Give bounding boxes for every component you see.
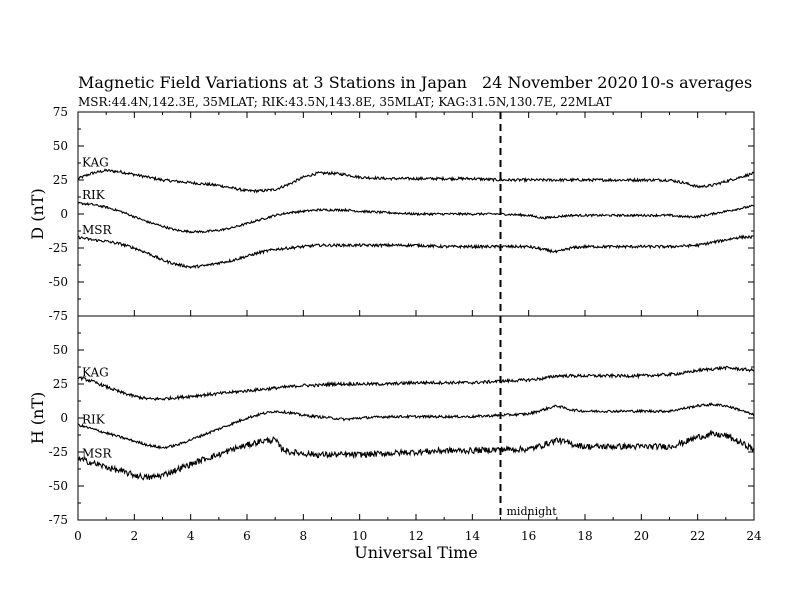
y-tick-label: -50 <box>49 275 68 289</box>
series-label-d-rik: RIK <box>82 188 106 202</box>
x-tick-label: 20 <box>634 529 649 543</box>
chart-title: Magnetic Field Variations at 3 Stations … <box>78 73 467 92</box>
series-line-d-kag <box>77 168 755 194</box>
series-lines <box>77 168 755 481</box>
station-coordinates: MSR:44.4N,142.3E, 35MLAT; RIK:43.5N,143.… <box>78 95 612 109</box>
d-panel-y-label: D (nT) <box>28 188 47 239</box>
series-line-d-msr <box>77 234 755 270</box>
x-tick-label: 2 <box>131 529 139 543</box>
chart-date: 24 November 2020 <box>482 73 638 92</box>
series-label-h-msr: MSR <box>82 447 113 461</box>
y-tick-label: 0 <box>60 411 68 425</box>
series-line-h-msr <box>77 429 755 481</box>
x-tick-label: 16 <box>521 529 536 543</box>
series-label-h-kag: KAG <box>82 365 109 379</box>
y-tick-label: 0 <box>60 207 68 221</box>
axis-ticks: 0 2 4 6 8 10 12 14 16 18 20 22 247550250-25-50-75502… <box>49 105 762 543</box>
series-label-d-msr: MSR <box>82 223 113 237</box>
y-tick-label: -50 <box>49 479 68 493</box>
series-labels: KAG RIK MSR KAG RIK MSR <box>82 156 113 461</box>
y-tick-label: 50 <box>53 343 68 357</box>
x-tick-label: 8 <box>300 529 308 543</box>
midnight-label: midnight <box>507 505 558 518</box>
y-tick-label: -25 <box>49 445 68 459</box>
series-line-h-kag <box>77 365 755 401</box>
x-tick-label: 6 <box>243 529 251 543</box>
x-tick-label: 12 <box>408 529 423 543</box>
x-tick-label: 24 <box>746 529 762 543</box>
x-tick-label: 4 <box>187 529 195 543</box>
series-label-d-kag: KAG <box>82 156 109 170</box>
h-panel-y-label: H (nT) <box>28 392 47 445</box>
x-tick-label: 18 <box>577 529 592 543</box>
y-tick-label: 25 <box>53 377 68 391</box>
series-line-d-rik <box>77 201 755 234</box>
x-tick-label: 0 <box>74 529 82 543</box>
y-tick-label: 50 <box>53 139 68 153</box>
series-label-h-rik: RIK <box>82 413 106 427</box>
y-tick-label: -75 <box>49 513 68 527</box>
y-tick-label: 25 <box>53 173 68 187</box>
chart-averaging: 10-s averages <box>640 73 752 92</box>
x-tick-label: 22 <box>690 529 705 543</box>
series-line-h-rik <box>77 402 755 450</box>
y-tick-label: -25 <box>49 241 68 255</box>
y-tick-label: 75 <box>53 105 68 119</box>
x-tick-label: 14 <box>465 529 481 543</box>
y-tick-label: -75 <box>49 309 68 323</box>
x-axis-label: Universal Time <box>354 543 477 562</box>
x-tick-label: 10 <box>352 529 367 543</box>
